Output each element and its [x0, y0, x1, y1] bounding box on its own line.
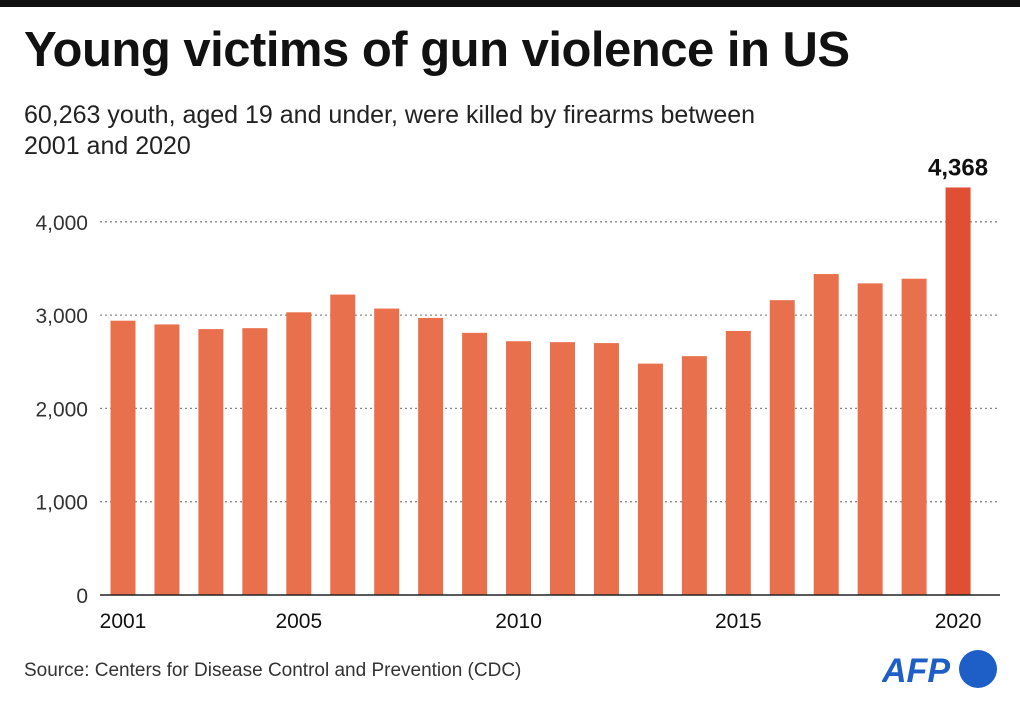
bar-2017 — [813, 274, 839, 595]
y-tick-label: 0 — [76, 585, 88, 608]
bar-2002 — [154, 324, 180, 595]
bar-2015 — [725, 330, 751, 595]
x-tick-label: 2001 — [100, 610, 147, 633]
bar-2013 — [637, 363, 663, 595]
top-rule — [0, 0, 1020, 7]
bar-2004 — [242, 328, 268, 595]
afp-logo: AFP — [881, 648, 1002, 697]
data-label: 4,368 — [928, 154, 988, 181]
y-tick-label: 3,000 — [35, 305, 88, 328]
chart-subtitle: 60,263 youth, aged 19 and under, were ki… — [24, 101, 756, 160]
bar-2019 — [901, 278, 927, 595]
x-tick-label: 2005 — [275, 610, 322, 633]
bar-2014 — [681, 356, 707, 595]
bar-2008 — [418, 317, 444, 595]
y-tick-label: 4,000 — [35, 212, 88, 235]
bar-2016 — [769, 300, 795, 595]
bar-2010 — [506, 341, 532, 595]
bar-2011 — [550, 342, 575, 595]
chart-title: Young victims of gun violence in US — [24, 23, 850, 77]
bar-2005 — [286, 312, 312, 595]
bar-2009 — [462, 332, 488, 595]
x-tick-label: 2015 — [715, 610, 762, 633]
bar-2020 — [945, 187, 971, 595]
bar-2003 — [198, 329, 224, 595]
svg-text:AFP: AFP — [882, 652, 950, 690]
x-tick-label: 2020 — [935, 610, 982, 633]
x-tick-label: 2010 — [495, 610, 542, 633]
bar-2006 — [330, 294, 356, 595]
bar-2001 — [110, 320, 136, 595]
bar-2018 — [857, 283, 883, 595]
y-tick-label: 2,000 — [35, 398, 88, 421]
y-tick-label: 1,000 — [35, 492, 88, 515]
bar-2012 — [593, 343, 619, 595]
source-note: Source: Centers for Disease Control and … — [24, 660, 522, 681]
bar-2007 — [374, 308, 400, 595]
